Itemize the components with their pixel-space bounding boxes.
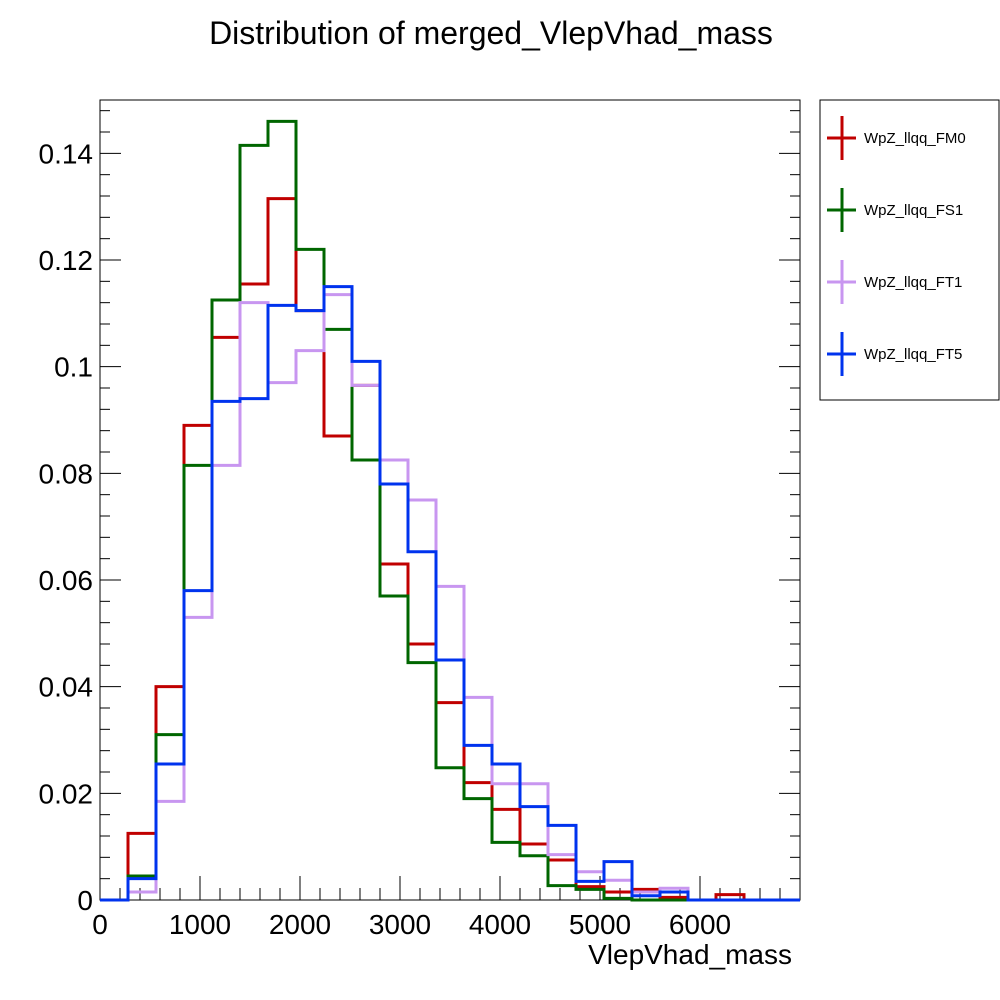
legend-entry: WpZ_llqq_FT1 — [827, 260, 962, 304]
series-WpZ_llqq_FS1 — [100, 119, 800, 902]
x-axis-label: VlepVhad_mass — [588, 939, 792, 970]
chart-title: Distribution of merged_VlepVhad_mass — [209, 15, 773, 51]
legend-entry: WpZ_llqq_FM0 — [827, 116, 966, 160]
y-tick-label: 0.12 — [39, 245, 94, 276]
y-tick-label: 0 — [77, 885, 93, 916]
plot-frame — [99, 99, 801, 901]
histogram-series — [100, 119, 800, 902]
legend-label: WpZ_llqq_FT5 — [864, 346, 962, 363]
x-tick-label: 0 — [92, 909, 108, 940]
y-tick-label: 0.08 — [39, 458, 94, 489]
legend: WpZ_llqq_FM0 WpZ_llqq_FS1 WpZ_llqq_FT1 WpZ_… — [827, 116, 966, 376]
series-WpZ_llqq_FT1 — [100, 293, 800, 902]
x-tick-label: 1000 — [169, 909, 231, 940]
legend-box — [819, 99, 1000, 401]
legend-entry: WpZ_llqq_FS1 — [827, 188, 963, 232]
series-WpZ_llqq_FM0 — [100, 197, 800, 902]
x-axis-ticks: 0 1000 2000 3000 4000 5000 6000 — [92, 876, 781, 940]
y-tick-label: 0.04 — [39, 672, 94, 703]
legend-label: WpZ_llqq_FM0 — [864, 130, 966, 147]
legend-entry: WpZ_llqq_FT5 — [827, 332, 962, 376]
legend-label: WpZ_llqq_FT1 — [864, 274, 962, 291]
y-tick-label: 0.1 — [54, 352, 93, 383]
x-tick-label: 6000 — [669, 909, 731, 940]
x-tick-label: 5000 — [569, 909, 631, 940]
x-tick-label: 3000 — [369, 909, 431, 940]
x-tick-label: 4000 — [469, 909, 531, 940]
legend-label: WpZ_llqq_FS1 — [864, 202, 963, 219]
y-tick-label: 0.06 — [39, 565, 94, 596]
x-tick-label: 2000 — [269, 909, 331, 940]
y-tick-label: 0.02 — [39, 778, 94, 809]
y-tick-label: 0.14 — [39, 138, 94, 169]
y-axis-ticks: 0 0.02 0.04 0.06 0.08 0.1 0.12 0.14 — [39, 110, 800, 916]
series-WpZ_llqq_FT5 — [100, 285, 800, 902]
